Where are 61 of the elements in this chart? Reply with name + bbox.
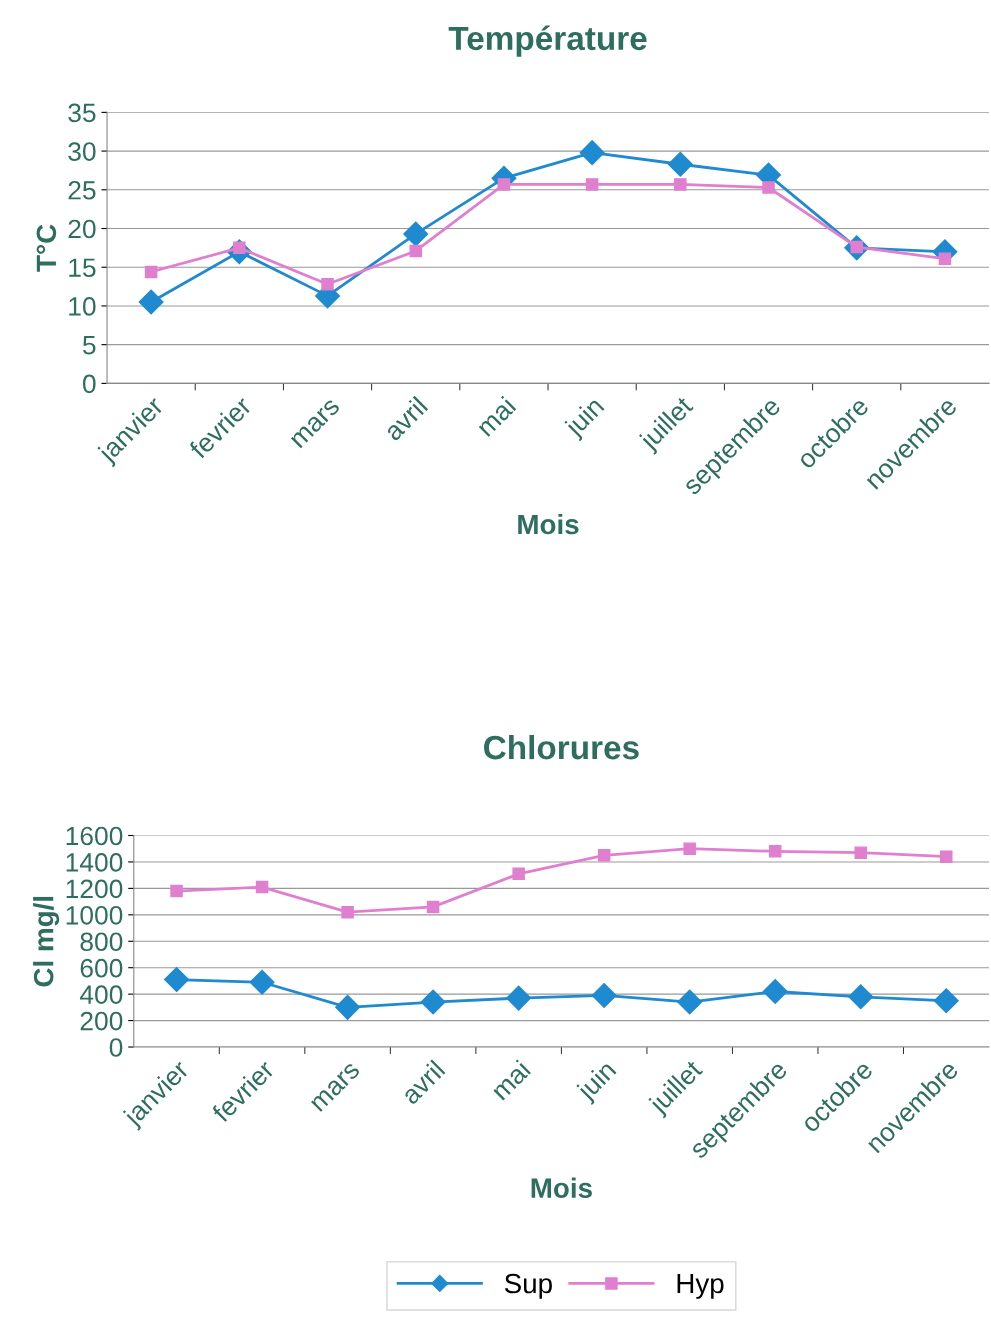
x-axis-title: Mois (531, 1177, 592, 1198)
y-tick-label: 200 (80, 1011, 123, 1031)
point (585, 178, 599, 191)
y-tick-label: 25 (68, 180, 96, 200)
x-tick-label: juin (574, 1059, 621, 1106)
chart-title: Chlorures (484, 734, 639, 760)
point (579, 140, 605, 166)
x-tick-label: mai (475, 395, 517, 438)
y-tick-label: 5 (82, 336, 96, 355)
point (940, 850, 953, 863)
point (667, 151, 693, 177)
point (170, 884, 183, 898)
point (255, 880, 269, 894)
point (138, 289, 164, 315)
y-tick-label: 0 (109, 1038, 123, 1057)
point (420, 989, 446, 1015)
point (249, 969, 275, 995)
y-tick-label: 800 (80, 932, 123, 952)
legend-label: Sup (504, 1273, 552, 1299)
y-tick-label: 35 (68, 103, 96, 123)
point (591, 982, 617, 1008)
point (164, 967, 190, 993)
y-tick-label: 1200 (66, 879, 123, 899)
y-tick-label: 1400 (66, 853, 123, 872)
point (683, 842, 696, 855)
point (597, 849, 611, 862)
point (512, 867, 525, 881)
y-tick-label: 15 (69, 258, 96, 278)
point (854, 846, 867, 859)
y-tick-label: 0 (82, 374, 96, 394)
y-tick-label: 10 (69, 297, 96, 316)
point (506, 985, 532, 1011)
y-tick-label: 600 (80, 958, 123, 978)
point (848, 984, 874, 1010)
point (144, 265, 158, 279)
y-tick-label: 1000 (66, 905, 123, 925)
y-axis-title: Cl mg/l (33, 896, 60, 987)
x-tick-label: juin (562, 395, 609, 442)
point (938, 252, 952, 265)
y-axis-title: T°C (36, 224, 57, 272)
point (335, 994, 361, 1020)
x-tick-label: avril (382, 395, 429, 442)
point (674, 178, 687, 191)
y-tick-label: 1600 (66, 826, 123, 846)
x-axis-title: Mois (518, 513, 579, 535)
point (768, 845, 782, 858)
point (341, 905, 354, 919)
y-tick-label: 30 (68, 142, 96, 161)
point (762, 979, 788, 1004)
y-tick-label: 400 (79, 985, 123, 1004)
point (403, 221, 429, 247)
x-tick-label: mai (489, 1059, 532, 1101)
point (321, 278, 334, 291)
point (933, 988, 959, 1014)
point (762, 181, 775, 194)
point (409, 244, 422, 258)
chart-title: Température (448, 25, 647, 57)
legend-label: Hyp (677, 1273, 724, 1299)
y-tick-label: 20 (68, 219, 96, 239)
point (677, 989, 703, 1015)
point (426, 900, 440, 914)
